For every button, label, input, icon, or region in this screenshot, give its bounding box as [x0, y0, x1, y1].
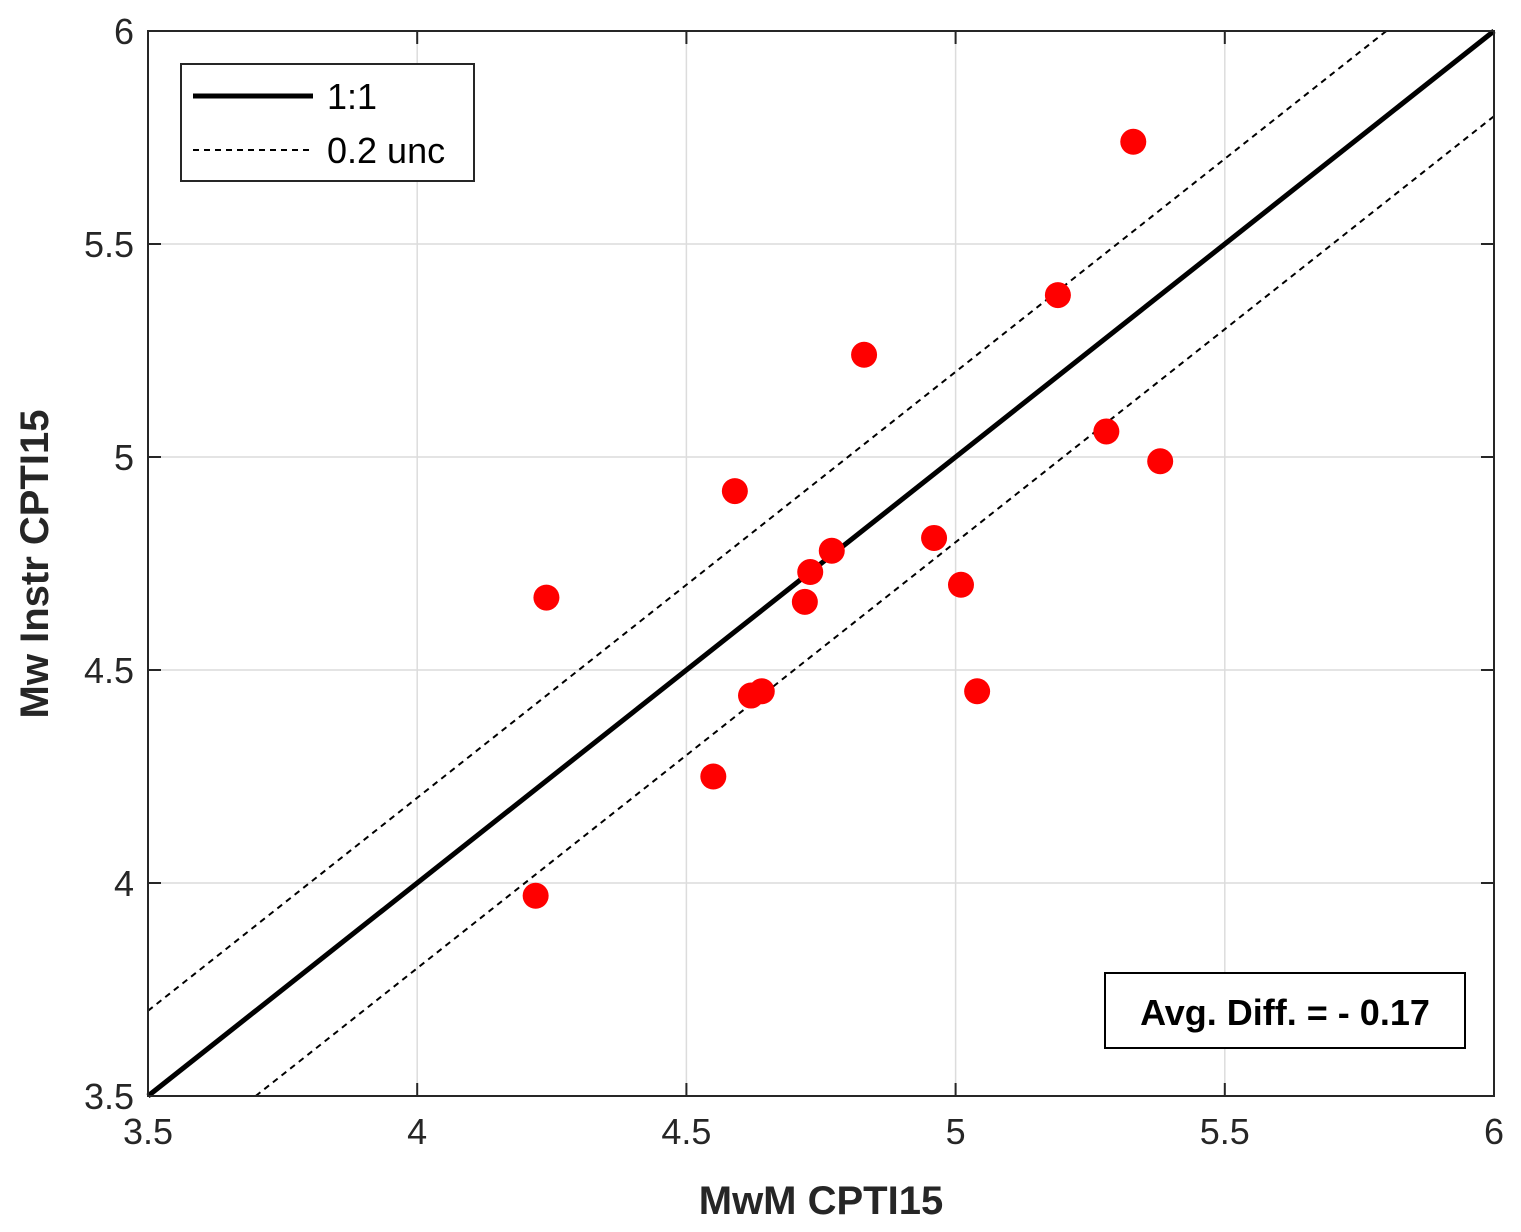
y-axis-label: Mw Instr CPTI15 — [13, 410, 57, 719]
data-point — [947, 571, 974, 598]
x-tick-label: 4 — [407, 1111, 427, 1152]
data-point — [721, 478, 748, 505]
grid — [147, 30, 1495, 1097]
data-point — [851, 341, 878, 368]
data-point — [522, 882, 549, 909]
ticks — [147, 30, 1495, 1097]
x-tick-label: 5 — [946, 1111, 966, 1152]
x-tick-label: 3.5 — [123, 1111, 173, 1152]
x-axis-label: MwM CPTI15 — [699, 1179, 943, 1223]
y-tick-label: 4.5 — [84, 650, 134, 691]
data-point — [964, 678, 991, 705]
data-point — [748, 678, 775, 705]
x-tick-label: 4.5 — [661, 1111, 711, 1152]
legend-box — [180, 63, 475, 182]
axes-box — [147, 30, 1495, 1097]
legend: 1:1 0.2 unc — [180, 63, 475, 182]
y-tick-labels: 3.5 4 4.5 5 5.5 6 — [84, 11, 134, 1117]
data-point — [1044, 282, 1071, 309]
one-to-one-line — [146, 29, 1496, 1098]
avg-diff-annotation: Avg. Diff. = - 0.17 — [1104, 972, 1466, 1049]
data-points — [522, 128, 1174, 909]
x-tick-labels: 3.5 4 4.5 5 5.5 6 — [123, 1111, 1504, 1152]
data-point — [818, 537, 845, 564]
x-tick-label: 6 — [1484, 1111, 1504, 1152]
data-point — [1093, 418, 1120, 445]
legend-label-1-1: 1:1 — [327, 76, 377, 117]
y-tick-label: 5 — [114, 437, 134, 478]
data-point — [700, 763, 727, 790]
data-point — [1120, 128, 1147, 155]
data-point — [1147, 448, 1174, 475]
reference-lines — [146, 29, 1496, 1098]
x-tick-label: 5.5 — [1200, 1111, 1250, 1152]
annotation-text: Avg. Diff. = - 0.17 — [1140, 992, 1430, 1033]
y-tick-label: 5.5 — [84, 224, 134, 265]
data-point — [797, 559, 824, 586]
data-point — [533, 584, 560, 611]
y-tick-label: 4 — [114, 863, 134, 904]
annotation-box — [1104, 972, 1466, 1049]
y-tick-label: 3.5 — [84, 1076, 134, 1117]
legend-label-unc: 0.2 unc — [327, 130, 445, 171]
data-point — [921, 524, 948, 551]
y-tick-label: 6 — [114, 11, 134, 52]
data-point — [791, 588, 818, 615]
